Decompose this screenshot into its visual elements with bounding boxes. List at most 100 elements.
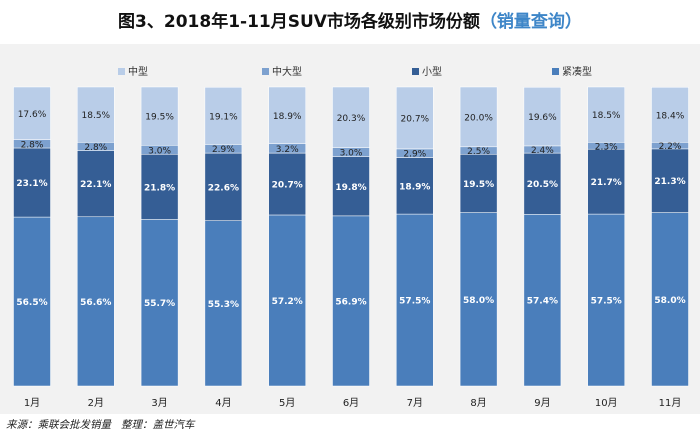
bar-segment (651, 212, 689, 387)
data-label: 3.0% (148, 146, 171, 156)
x-tick-label: 2月 (88, 397, 104, 409)
data-label: 56.9% (335, 297, 366, 307)
chart-title-sub: （销量查询） (479, 12, 582, 32)
bar-segment (396, 86, 434, 150)
bar-segment (396, 213, 434, 387)
data-label: 57.5% (591, 297, 622, 307)
legend-swatch (412, 68, 419, 75)
data-label: 19.6% (528, 113, 557, 123)
x-tick-label: 8月 (470, 397, 486, 409)
data-label: 20.7% (401, 114, 430, 124)
data-label: 18.4% (656, 111, 685, 121)
data-label: 18.5% (592, 111, 621, 121)
legend-label: 中大型 (272, 65, 302, 78)
bar-segment (332, 86, 370, 148)
chart-title: 图3、2018年1-11月SUV市场各级别市场份额（销量查询） (0, 0, 700, 44)
bar-segment (140, 86, 179, 146)
data-label: 17.6% (18, 110, 47, 120)
data-label: 58.0% (463, 296, 494, 306)
data-label: 57.5% (399, 297, 430, 307)
data-label: 2.4% (531, 146, 554, 156)
data-label: 22.1% (80, 180, 111, 190)
data-label: 2.3% (595, 142, 618, 152)
x-tick-label: 5月 (279, 397, 295, 409)
chart-bars (13, 86, 689, 387)
bar-segment (268, 214, 306, 387)
x-tick-label: 11月 (659, 397, 682, 409)
bar-segment (268, 152, 306, 216)
legend-swatch (262, 68, 269, 75)
x-tick-label: 9月 (534, 397, 550, 409)
chart-title-main: 图3、2018年1-11月SUV市场各级别市场份额 (118, 12, 480, 32)
data-label: 2.5% (467, 147, 490, 157)
stacked-bar-chart: 中型 中大型 小型 紧凑型 56.5% 23.1% 2.8% 17.6% 56.6% 22.1%… (13, 65, 689, 409)
data-label: 3.0% (340, 149, 363, 159)
data-label: 3.2% (276, 145, 299, 155)
data-label: 19.8% (335, 183, 366, 193)
bar-segment (204, 87, 243, 145)
bar-segment (268, 86, 306, 144)
bar-segment (13, 86, 51, 140)
bar-segment (459, 86, 498, 148)
data-label: 23.1% (16, 179, 47, 189)
bar-segment (77, 86, 115, 143)
bar-segment (13, 216, 51, 387)
data-label: 20.5% (527, 180, 558, 190)
bar-segment (140, 154, 179, 220)
bar-segment (459, 154, 498, 213)
data-label: 2.2% (659, 142, 682, 152)
data-label: 58.0% (654, 296, 685, 306)
chart-area: 中型 中大型 小型 紧凑型 56.5% 23.1% 2.8% 17.6% 56.6% 22.1%… (0, 44, 700, 414)
bar-segment (459, 212, 498, 387)
x-tick-label: 10月 (595, 397, 618, 409)
x-tick-label: 3月 (151, 397, 167, 409)
data-label: 55.7% (144, 299, 175, 309)
data-label: 19.5% (145, 113, 174, 123)
data-label: 2.8% (21, 140, 44, 150)
data-label: 56.5% (16, 298, 47, 308)
data-label: 22.6% (208, 183, 239, 193)
data-label: 21.8% (144, 183, 175, 193)
x-tick-label: 1月 (24, 397, 40, 409)
data-label: 21.7% (591, 178, 622, 188)
bar-segment (332, 156, 370, 217)
bar-segment (204, 220, 243, 387)
data-label: 18.9% (273, 112, 302, 122)
data-label: 18.9% (399, 182, 430, 192)
data-label: 2.9% (212, 145, 235, 155)
bar-segment (587, 148, 625, 215)
x-axis-ticks: 1月 2月 3月 4月 5月 6月 7月 8月 9月 10月 11月 (24, 397, 682, 409)
data-label: 20.7% (272, 181, 303, 191)
data-label: 57.2% (272, 297, 303, 307)
data-label: 18.5% (82, 111, 111, 121)
bar-segment (332, 215, 370, 387)
legend-label: 紧凑型 (562, 65, 592, 78)
bar-segment (523, 214, 562, 387)
chart-footer: 来源：乘联会批发销量 整理：盖世汽车 (6, 416, 205, 434)
bar-segment (651, 87, 689, 143)
bar-segment (587, 213, 625, 387)
legend-swatch (552, 68, 559, 75)
x-tick-label: 6月 (343, 397, 359, 409)
x-tick-label: 7月 (407, 397, 423, 409)
bar-segment (651, 148, 689, 213)
data-label: 20.3% (337, 114, 366, 124)
bar-segment (523, 152, 562, 215)
legend-label: 中型 (128, 65, 148, 78)
bar-segment (13, 147, 51, 218)
bar-segment (523, 87, 562, 147)
legend-label: 小型 (422, 65, 442, 78)
data-label: 55.3% (208, 300, 239, 310)
data-label: 56.6% (80, 298, 111, 308)
bar-segment (396, 157, 434, 215)
bar-segment (140, 219, 179, 387)
data-label: 19.5% (463, 180, 494, 190)
legend-swatch (118, 68, 125, 75)
bar-segment (77, 216, 115, 387)
data-label: 21.3% (654, 177, 685, 187)
bar-segment (204, 152, 243, 221)
x-tick-label: 4月 (215, 397, 231, 409)
data-label: 2.9% (403, 150, 426, 160)
data-label: 20.0% (464, 113, 493, 123)
data-label: 2.8% (84, 143, 107, 153)
